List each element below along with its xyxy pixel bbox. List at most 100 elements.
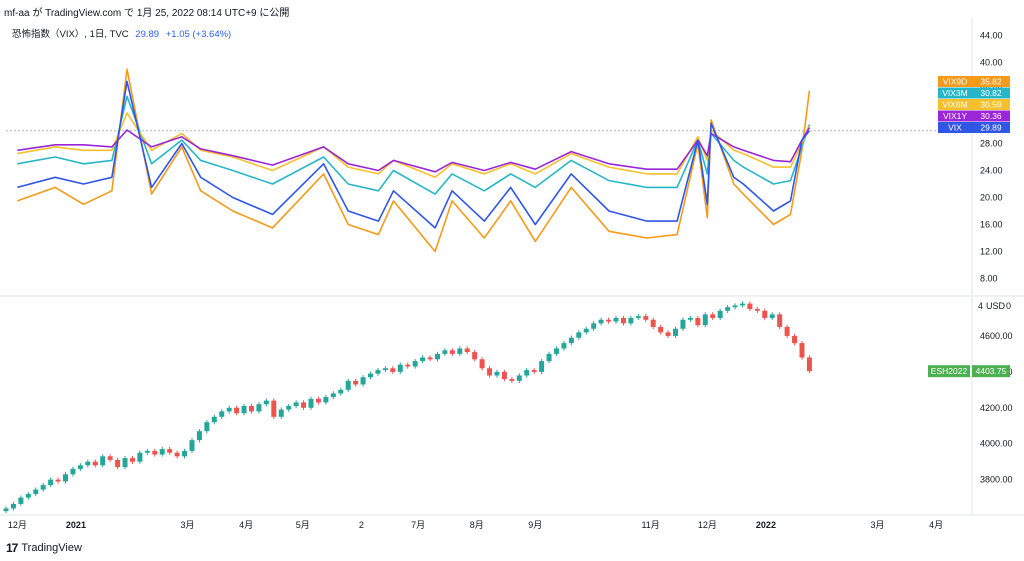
candle-body xyxy=(63,474,69,482)
candle-body xyxy=(472,352,478,360)
candle-body xyxy=(792,335,798,344)
candle-body xyxy=(92,461,98,466)
label-box-vix xyxy=(938,122,972,133)
candle-body xyxy=(70,468,76,475)
candle-body xyxy=(182,450,188,457)
candle-body xyxy=(144,450,150,453)
time-axis-label: 4月 xyxy=(239,520,253,530)
footer[interactable]: 17 TradingView xyxy=(6,541,82,555)
label-name-vix: VIX xyxy=(948,123,962,133)
candle-body xyxy=(643,316,649,320)
candle-body xyxy=(129,458,135,462)
legend-value: 29.89 xyxy=(135,29,160,40)
label-value-vix1y: 30.36 xyxy=(980,111,1002,121)
candle-body xyxy=(174,452,180,457)
candle-body xyxy=(115,459,121,468)
candle-body xyxy=(338,389,344,394)
es-axis-tick: 4600.00 xyxy=(980,331,1013,341)
label-name-vix6m: VIX6M xyxy=(942,100,968,110)
candle-body xyxy=(725,307,731,311)
time-axis-label: 11月 xyxy=(641,520,659,530)
label-box-vix6m xyxy=(938,99,972,110)
candle-body xyxy=(234,407,240,414)
candle-body xyxy=(18,497,24,504)
candle-body xyxy=(248,406,254,412)
time-axis-label: 3月 xyxy=(870,520,884,530)
legend-symbol: 恐怖指数（VIX）, 1日, TVC xyxy=(12,29,129,40)
candle-body xyxy=(77,465,83,469)
candle-body xyxy=(196,431,202,441)
candle-body xyxy=(784,326,790,336)
candle-body xyxy=(308,398,314,408)
candle-body xyxy=(516,375,522,381)
es-label-name: ESH2022 xyxy=(931,366,968,376)
es-label-box xyxy=(928,365,970,378)
candle-body xyxy=(628,317,634,324)
candle-body xyxy=(10,503,16,509)
candle-body xyxy=(531,370,537,372)
candle-body xyxy=(25,494,31,498)
candle-body xyxy=(732,305,738,308)
candle-body xyxy=(167,449,173,453)
candle-body xyxy=(420,357,426,362)
es-axis-top-tick: 4 xyxy=(978,301,983,311)
time-axis-label: 7月 xyxy=(411,520,425,530)
candle-body xyxy=(769,314,775,318)
label-value-vix6m: 30.59 xyxy=(980,100,1002,110)
candle-body xyxy=(777,314,783,327)
time-axis-label: 4月 xyxy=(929,520,943,530)
candle-body xyxy=(673,328,679,336)
time-axis-label: 9月 xyxy=(528,520,542,530)
candle-body xyxy=(568,337,574,344)
vix-axis-tick: 44.00 xyxy=(980,31,1003,41)
candle-body xyxy=(397,364,403,372)
candle-body xyxy=(278,409,284,417)
candle-body xyxy=(375,370,381,374)
es-unit-icon: 0 xyxy=(1006,301,1011,311)
candle-body xyxy=(33,489,39,495)
candle-body xyxy=(680,319,686,329)
candle-body xyxy=(241,406,247,414)
candle-body xyxy=(226,407,232,412)
candle-body xyxy=(353,380,359,385)
time-axis-label: 3月 xyxy=(180,520,194,530)
candle-body xyxy=(137,452,143,462)
candle-body xyxy=(427,357,433,360)
candle-body xyxy=(464,348,470,353)
label-value-box-vix xyxy=(972,122,1010,133)
candle-body xyxy=(717,310,723,318)
legend-change: +1.05 (+3.64%) xyxy=(165,29,232,40)
candle-body xyxy=(702,314,708,326)
candle-body xyxy=(658,326,664,333)
candle-body xyxy=(293,402,299,406)
candle-body xyxy=(591,323,597,329)
candle-body xyxy=(613,317,619,322)
es-axis-tick: 3800.00 xyxy=(980,475,1013,485)
time-axis-label: 2021 xyxy=(66,520,86,530)
candle-body xyxy=(85,461,91,466)
label-value-vix3m: 30.82 xyxy=(980,88,1002,98)
candle-body xyxy=(501,371,507,380)
series-line-vix6m xyxy=(17,112,811,179)
candle-body xyxy=(799,343,805,358)
candle-body xyxy=(539,361,545,372)
candle-body xyxy=(382,368,388,371)
es-label-value: 4403.75 xyxy=(976,366,1007,376)
time-axis-label: 2 xyxy=(359,520,364,530)
time-axis-label: 2022 xyxy=(756,520,776,530)
label-value-box-vix3m xyxy=(972,87,1010,99)
vix-axis-tick: 16.00 xyxy=(980,220,1003,230)
tradingview-logo-icon: 17 xyxy=(6,541,18,555)
candle-body xyxy=(390,368,396,372)
series-line-vix3m xyxy=(17,95,811,195)
candle-body xyxy=(256,404,262,412)
label-name-vix9d: VIX9D xyxy=(943,77,968,87)
time-axis-label: 12月 xyxy=(8,520,27,530)
chart-legend[interactable]: 恐怖指数（VIX）, 1日, TVC 29.89 +1.05 (+3.64%) xyxy=(12,26,231,40)
candle-body xyxy=(286,406,292,410)
label-value-box-vix6m xyxy=(972,99,1010,110)
candle-body xyxy=(360,377,366,385)
candle-body xyxy=(330,393,336,398)
candle-body xyxy=(509,379,515,381)
